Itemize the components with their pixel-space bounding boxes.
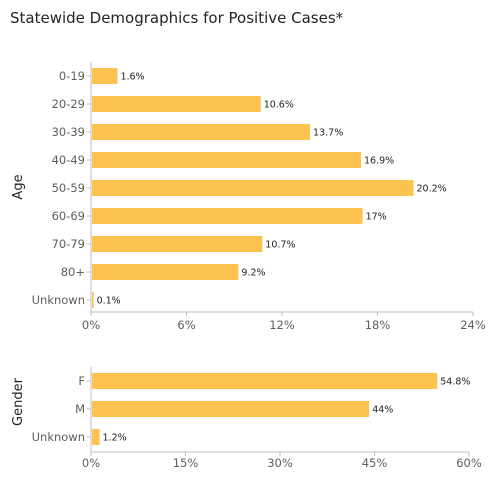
age-x-tick-label: 0% xyxy=(82,318,100,332)
age-data-label: 10.6% xyxy=(264,100,294,111)
age-bar[interactable] xyxy=(92,208,363,224)
gender-bar[interactable] xyxy=(92,429,100,445)
age-x-tick-label: 12% xyxy=(269,318,295,332)
age-bar[interactable] xyxy=(92,236,263,252)
age-bar[interactable] xyxy=(92,124,311,140)
age-data-label: 17% xyxy=(366,212,387,223)
age-category-label: 50-59 xyxy=(52,181,85,195)
age-bar[interactable] xyxy=(92,292,94,308)
gender-x-tick-label: 60% xyxy=(456,456,482,470)
gender-data-label: 1.2% xyxy=(103,433,127,444)
age-category-label: Unknown xyxy=(32,293,85,307)
gender-axis-title: Gender xyxy=(11,377,26,426)
age-data-label: 9.2% xyxy=(241,268,265,279)
age-category-label: 30-39 xyxy=(52,125,85,139)
gender-category-label: F xyxy=(78,374,85,388)
age-bar[interactable] xyxy=(92,68,118,84)
age-x-tick-label: 18% xyxy=(365,318,391,332)
age-axis-title: Age xyxy=(11,174,26,199)
age-category-label: 60-69 xyxy=(52,209,85,223)
age-data-label: 16.9% xyxy=(364,156,394,167)
age-data-label: 1.6% xyxy=(120,72,144,83)
age-category-label: 20-29 xyxy=(52,97,85,111)
gender-bar[interactable] xyxy=(92,373,438,389)
chart-title: Statewide Demographics for Positive Case… xyxy=(10,9,344,27)
age-data-label: 20.2% xyxy=(417,184,447,195)
age-data-label: 13.7% xyxy=(313,128,343,139)
gender-data-label: 44% xyxy=(372,405,393,416)
gender-x-tick-label: 45% xyxy=(362,456,388,470)
gender-category-label: Unknown xyxy=(32,430,85,444)
age-category-label: 70-79 xyxy=(52,237,85,251)
gender-data-label: 54.8% xyxy=(440,377,470,388)
age-bar[interactable] xyxy=(92,152,361,168)
age-bar[interactable] xyxy=(92,180,414,196)
age-data-label: 10.7% xyxy=(265,240,295,251)
age-bar[interactable] xyxy=(92,264,239,280)
age-bar[interactable] xyxy=(92,96,261,112)
age-category-label: 0-19 xyxy=(59,69,85,83)
gender-bar[interactable] xyxy=(92,401,370,417)
age-category-label: 80+ xyxy=(61,265,85,279)
gender-x-tick-label: 30% xyxy=(267,456,293,470)
age-data-label: 0.1% xyxy=(97,296,121,307)
age-panel: 0-19 1.6% 20-29 10.6% 30-39 13.7% 40-49 16.9% 50… xyxy=(11,62,486,332)
age-x-tick-label: 24% xyxy=(460,318,486,332)
age-category-label: 40-49 xyxy=(52,153,85,167)
gender-panel: F 54.8% M 44% Unknown 1.2% 0% 15% 30% 45% 60% Gende… xyxy=(11,367,482,470)
age-x-tick-label: 6% xyxy=(177,318,195,332)
gender-x-tick-label: 0% xyxy=(82,456,100,470)
gender-category-label: M xyxy=(75,402,85,416)
gender-x-tick-label: 15% xyxy=(173,456,199,470)
